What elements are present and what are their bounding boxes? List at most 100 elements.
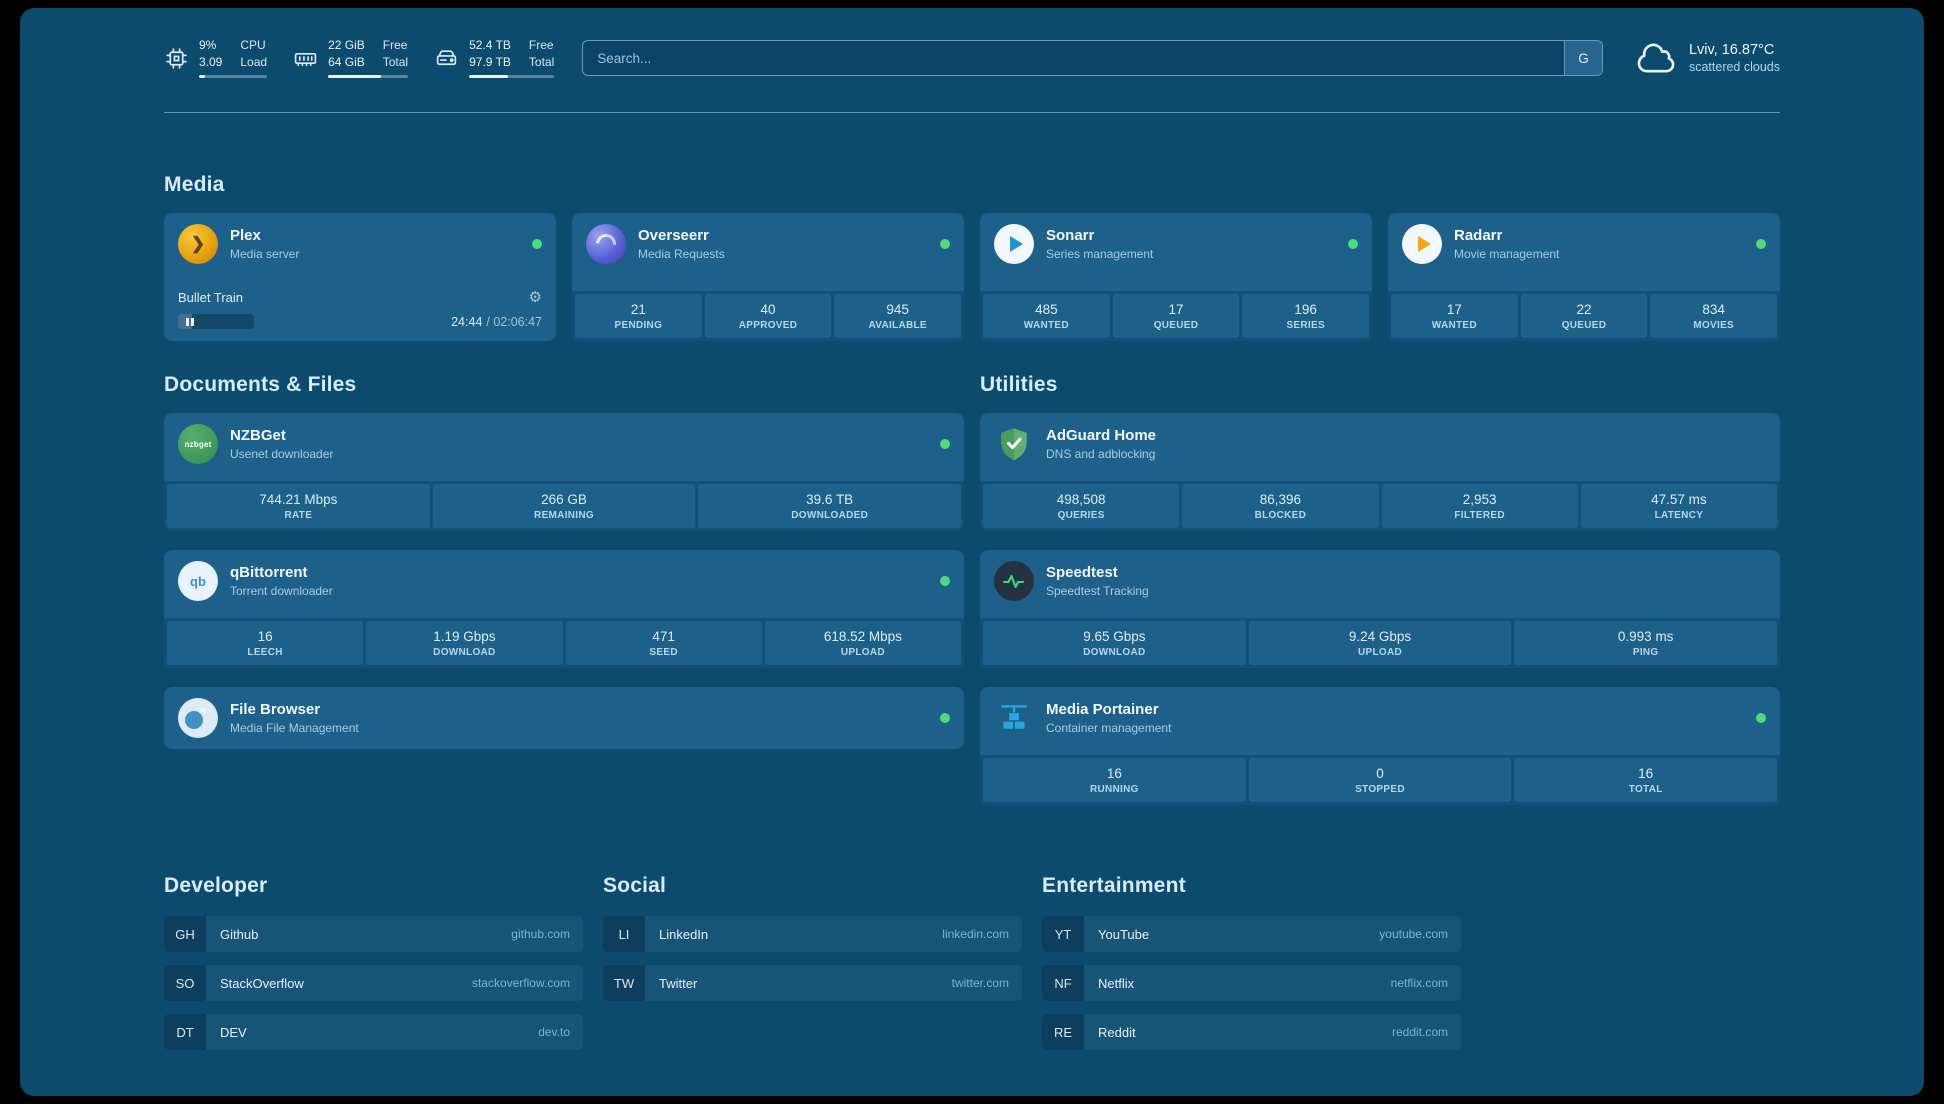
service-card-radarr[interactable]: Radarr Movie management 17 WANTED 22 QUE… [1388,213,1780,341]
stat-latency: 47.57 ms LATENCY [1580,484,1777,528]
service-subtitle: Movie management [1454,247,1560,261]
bookmark-url: youtube.com [1379,927,1448,941]
memory-icon [293,46,318,71]
weather-location: Lviv, 16.87°C [1688,42,1775,58]
cpu-progress-bar [199,74,268,78]
bookmark-url: stackoverflow.com [471,976,570,990]
playback-elapsed: 24:44 [451,314,483,329]
bookmark-abbr: RE [1042,1014,1084,1050]
bookmark-reddit[interactable]: RE Reddit reddit.com [1042,1014,1461,1050]
bookmark-github[interactable]: GH Github github.com [164,916,583,952]
service-subtitle: Media Requests [638,247,725,261]
search-provider-button[interactable]: G [1563,41,1602,75]
speedtest-icon [994,561,1034,601]
stat-value: 17 [1168,301,1184,317]
bookmark-abbr: YT [1042,916,1084,952]
service-card-sonarr[interactable]: Sonarr Series management 485 WANTED 17 Q… [980,213,1372,341]
bookmark-stackoverflow[interactable]: SO StackOverflow stackoverflow.com [164,965,583,1001]
service-card-adguard[interactable]: AdGuard Home DNS and adblocking 498,508 … [980,413,1780,531]
stat-label: MOVIES [1693,319,1735,331]
stat-queued: 22 QUEUED [1520,294,1648,338]
bookmark-name: Github [220,926,259,942]
bookmark-youtube[interactable]: YT YouTube youtube.com [1042,916,1461,952]
bookmark-url: linkedin.com [942,927,1009,941]
stat-label: LATENCY [1654,509,1704,521]
playback-total: / 02:06:47 [486,314,542,329]
status-dot [940,713,950,723]
bookmark-abbr: LI [603,916,645,952]
stat-value: 196 [1294,301,1317,317]
stat-label: WANTED [1023,319,1069,331]
search-input[interactable] [583,41,1564,75]
stat-value: 266 GB [541,491,587,507]
service-name: qBittorrent [230,564,308,581]
status-dot [532,239,542,249]
sonarr-icon [994,224,1034,264]
disk-progress-bar [469,74,555,78]
memory-total-label: Total [382,54,409,69]
bookmark-group-social: Social LI LinkedIn linkedin.com TW Twitt… [603,824,1022,1063]
stat-value: 498,508 [1056,491,1106,507]
stat-label: DOWNLOAD [1083,646,1146,658]
stat-label: SERIES [1286,319,1325,331]
stat-label: QUERIES [1057,509,1105,521]
bookmark-name: LinkedIn [659,926,709,942]
status-dot [940,439,950,449]
stat-seed: 471 SEED [565,621,762,665]
cpu-load-value: 3.09 [199,54,223,69]
bookmark-abbr: TW [603,965,645,1001]
stat-value: 945 [886,301,909,317]
stat-value: 485 [1035,301,1058,317]
disk-total-label: Total [528,54,555,69]
bookmark-name: Reddit [1098,1024,1136,1040]
stat-leech: 16 LEECH [167,621,364,665]
stat-remaining: 266 GB REMAINING [432,484,696,528]
stat-value: 471 [652,628,675,644]
stat-value: 86,396 [1259,491,1302,507]
bookmark-abbr: SO [164,965,206,1001]
status-dot [940,239,950,249]
stat-label: UPLOAD [1357,646,1403,658]
bookmark-name: Netflix [1098,975,1135,991]
memory-total-value: 64 GiB [328,54,365,69]
stat-value: 22 [1576,301,1592,317]
service-card-portainer[interactable]: Media Portainer Container management 16 … [980,687,1780,805]
service-card-plex[interactable]: ❯ Plex Media server Bullet Train ⚙ [164,213,556,341]
bookmark-twitter[interactable]: TW Twitter twitter.com [603,965,1022,1001]
service-card-filebrowser[interactable]: File Browser Media File Management [164,687,964,749]
stat-label: QUEUED [1153,319,1199,331]
stat-value: 744.21 Mbps [259,491,338,507]
bookmark-dev[interactable]: DT DEV dev.to [164,1014,583,1050]
bookmark-abbr: NF [1042,965,1084,1001]
bookmark-url: twitter.com [951,976,1009,990]
service-stats: 9.65 Gbps DOWNLOAD 9.24 Gbps UPLOAD 0.99… [980,618,1780,668]
stat-available: 945 AVAILABLE [834,294,962,338]
stat-value: 17 [1446,301,1462,317]
weather-widget: Lviv, 16.87°C scattered clouds [1635,37,1780,79]
stat-value: 39.6 TB [806,491,854,507]
service-card-qbittorrent[interactable]: qb qBittorrent Torrent downloader 16 LEE… [164,550,964,668]
utilities-column: Utilities AdGuard Home DNS and adblockin… [980,341,1780,824]
service-card-speedtest[interactable]: Speedtest Speedtest Tracking 9.65 Gbps D… [980,550,1780,668]
stat-movies: 834 MOVIES [1650,294,1778,338]
gear-icon[interactable]: ⚙ [528,289,542,306]
media-grid: ❯ Plex Media server Bullet Train ⚙ [164,213,1780,341]
service-card-nzbget[interactable]: nzbget NZBGet Usenet downloader 744.21 M… [164,413,964,531]
stat-wanted: 485 WANTED [983,294,1110,338]
weather-condition: scattered clouds [1688,60,1780,74]
bookmark-name: DEV [220,1024,247,1040]
stat-value: 16 [257,628,273,644]
bookmark-linkedin[interactable]: LI LinkedIn linkedin.com [603,916,1022,952]
cpu-usage-label: CPU [240,38,266,53]
nzbget-icon: nzbget [178,424,218,464]
bookmark-url: dev.to [538,1025,570,1039]
service-subtitle: Media server [230,247,300,261]
stat-queued: 17 QUEUED [1112,294,1240,338]
now-playing-widget: Bullet Train ⚙ 24:44/ 02:06:47 [164,288,556,341]
stat-label: TOTAL [1628,783,1663,795]
overseerr-icon [586,224,626,264]
service-card-overseerr[interactable]: Overseerr Media Requests 21 PENDING 40 A… [572,213,964,341]
bookmark-netflix[interactable]: NF Netflix netflix.com [1042,965,1461,1001]
service-stats: 17 WANTED 22 QUEUED 834 MOVIES [1388,291,1780,341]
service-name: NZBGet [230,427,286,444]
